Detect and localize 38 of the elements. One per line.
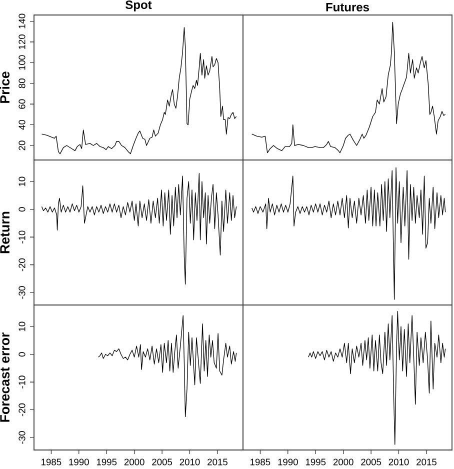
chart-title: Spot <box>126 0 152 12</box>
x-tick-label: 2005 <box>152 458 172 466</box>
line-series <box>98 315 237 418</box>
y-tick-label: 120 <box>18 34 26 50</box>
x-tick-label: 1985 <box>250 458 270 466</box>
y-tick-label: 10 <box>18 322 26 332</box>
chart-title: Futures <box>326 3 370 12</box>
y-tick-label: -30 <box>18 286 26 299</box>
x-tick-label: 2005 <box>361 458 382 466</box>
x-tick-label: 2010 <box>180 458 200 466</box>
y-tick-label: -30 <box>18 431 26 444</box>
y-tick-label: 60 <box>18 99 26 109</box>
y-tick-label: -10 <box>18 376 26 388</box>
y-axis-title: Forecast error <box>0 332 10 422</box>
x-tick-label: 2010 <box>388 458 409 466</box>
x-tick-label: 2000 <box>333 458 354 466</box>
x-tick-label: 1990 <box>278 458 298 466</box>
y-tick-label: 100 <box>18 55 26 70</box>
y-tick-label: 10 <box>18 176 26 186</box>
y-tick-label: -10 <box>18 230 26 244</box>
y-tick-label: 40 <box>18 120 26 130</box>
y-tick-label: 140 <box>18 14 26 28</box>
x-tick-label: 1990 <box>69 458 89 466</box>
y-tick-label: 80 <box>18 78 26 88</box>
x-tick-label: 1985 <box>42 458 62 466</box>
y-tick-label: 0 <box>18 207 26 212</box>
x-tick-label: 2015 <box>208 458 228 466</box>
y-tick-label: -20 <box>18 258 26 272</box>
x-tick-label: 1995 <box>96 458 117 466</box>
y-tick-label: 0 <box>18 352 26 357</box>
y-axis-title: Price <box>0 72 10 103</box>
y-tick-label: 20 <box>18 140 26 150</box>
y-axis-title: Return <box>0 212 10 254</box>
x-tick-label: 2000 <box>124 458 144 466</box>
y-tick-label: -20 <box>18 403 26 416</box>
x-tick-label: 2015 <box>416 458 436 466</box>
line-series <box>41 27 237 154</box>
x-tick-label: 1995 <box>306 458 326 466</box>
